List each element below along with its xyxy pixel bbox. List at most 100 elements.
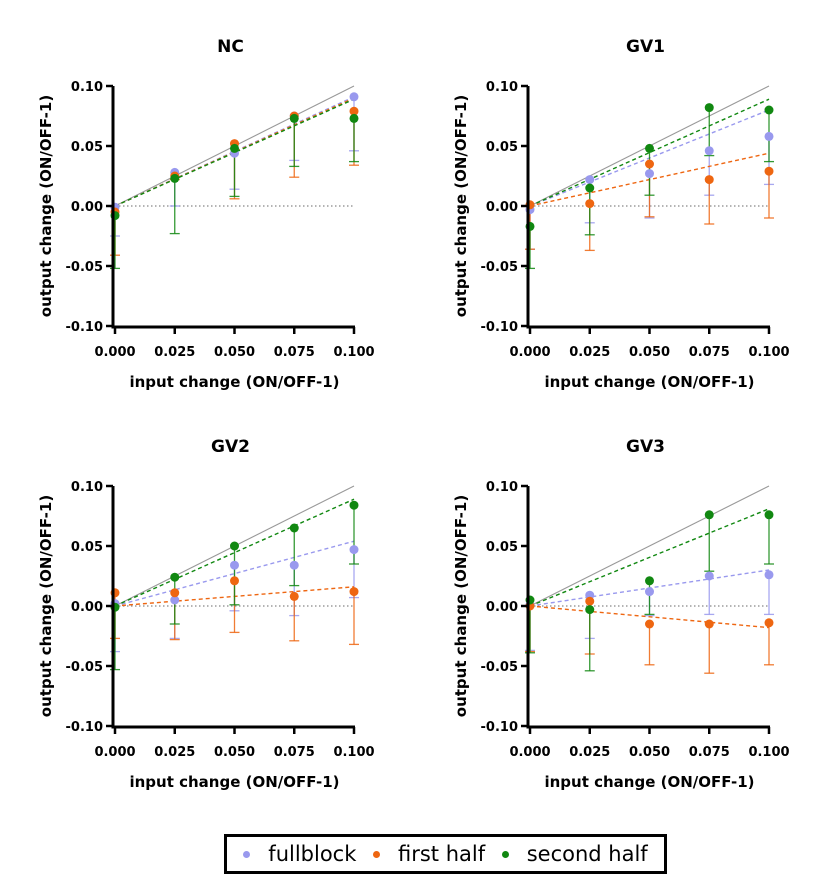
y-tick-label: -0.05 (481, 660, 518, 675)
x-tick-label: 0.100 (333, 745, 374, 760)
data-point-first-half (764, 166, 774, 176)
data-point-second-half (704, 510, 714, 520)
y-tick-label: 0.00 (486, 200, 518, 215)
data-point-second-half (289, 523, 299, 533)
data-point-second-half (230, 541, 239, 551)
y-tick-label: -0.10 (66, 720, 103, 735)
y-axis-label: output change (ON/OFF-1) (452, 495, 470, 717)
data-point-fullblock (704, 571, 714, 581)
legend-label-second-half: second half (526, 842, 648, 866)
panel-nc: NC -0.10 -0.05 0.00 0.05 0.10 0.000 0.025 0.050 0… (37, 37, 375, 391)
panel-gv2: GV2 -0.10 -0.05 0.00 0.05 0.10 0.000 0.025 0.050… (37, 437, 375, 791)
y-axis-label: output change (ON/OFF-1) (37, 95, 55, 317)
y-tick-label: 0.00 (486, 600, 518, 615)
legend-marker-fullblock (243, 850, 251, 858)
y-tick-label: 0.05 (71, 540, 103, 555)
panel-gv3: GV3 -0.10 -0.05 0.00 0.05 0.10 0.000 0.025 0.050… (452, 437, 790, 791)
x-tick-label: 0.025 (154, 345, 195, 360)
data-point-first-half (349, 587, 359, 597)
data-point-second-half (585, 183, 595, 193)
data-point-second-half (289, 113, 299, 123)
data-point-first-half (764, 618, 774, 628)
data-point-fullblock (349, 545, 359, 555)
x-tick-label: 0.050 (629, 345, 670, 360)
legend-label-first-half: first half (397, 842, 486, 866)
data-point-second-half (230, 143, 239, 153)
legend-item-first-half: first half (372, 842, 486, 866)
data-point-fullblock (230, 560, 239, 570)
data-point-first-half (289, 591, 299, 601)
fit-line (529, 508, 770, 607)
data-point-second-half (585, 605, 595, 615)
data-point-fullblock (645, 587, 654, 597)
data-point-second-half (170, 173, 180, 183)
data-point-second-half (704, 103, 714, 113)
x-tick-label: 0.025 (569, 345, 610, 360)
y-tick-label: -0.05 (66, 260, 103, 275)
data-point-fullblock (170, 595, 180, 605)
fit-line (529, 98, 770, 207)
y-tick-label: -0.10 (66, 320, 103, 335)
y-tick-label: -0.10 (481, 720, 518, 735)
x-tick-label: 0.075 (274, 345, 315, 360)
y-tick-label: 0.10 (486, 480, 518, 495)
x-tick-label: 0.000 (509, 345, 550, 360)
y-tick-label: 0.00 (71, 600, 103, 615)
data-point-first-half (704, 175, 714, 185)
chart-title: GV3 (626, 437, 665, 457)
y-tick-label: -0.05 (66, 660, 103, 675)
legend-item-second-half: second half (501, 842, 648, 866)
x-axis-label: input change (ON/OFF-1) (544, 373, 754, 391)
data-point-fullblock (645, 169, 654, 179)
x-axis-label: input change (ON/OFF-1) (129, 373, 339, 391)
y-tick-label: 0.10 (486, 80, 518, 95)
x-axis-label: input change (ON/OFF-1) (129, 773, 339, 791)
y-tick-label: 0.05 (486, 540, 518, 555)
data-point-fullblock (349, 92, 359, 102)
y-tick-label: -0.10 (481, 320, 518, 335)
data-point-first-half (645, 159, 654, 169)
fit-line (114, 498, 355, 607)
x-tick-label: 0.000 (94, 345, 135, 360)
x-tick-label: 0.050 (214, 345, 255, 360)
chart-title: GV1 (626, 37, 665, 57)
x-tick-label: 0.050 (214, 745, 255, 760)
data-point-first-half (349, 106, 359, 116)
x-tick-label: 0.050 (629, 745, 670, 760)
series-second-half (110, 498, 359, 671)
legend-label-fullblock: fullblock (268, 842, 357, 866)
y-tick-label: -0.05 (481, 260, 518, 275)
x-tick-label: 0.100 (748, 345, 789, 360)
chart-title: NC (217, 37, 244, 57)
x-tick-label: 0.000 (94, 745, 135, 760)
y-tick-label: 0.00 (71, 200, 103, 215)
x-tick-label: 0.075 (274, 745, 315, 760)
data-point-first-half (585, 596, 595, 606)
x-tick-label: 0.075 (689, 345, 730, 360)
data-point-fullblock (704, 146, 714, 156)
y-tick-label: 0.05 (486, 140, 518, 155)
x-axis-label: input change (ON/OFF-1) (544, 773, 754, 791)
data-point-second-half (170, 572, 180, 582)
data-point-fullblock (585, 175, 595, 185)
panel-gv1: GV1 -0.10 -0.05 0.00 0.05 0.10 0.000 0.025 0.050… (452, 37, 790, 391)
y-tick-label: 0.10 (71, 80, 103, 95)
series-second-half (525, 98, 774, 270)
x-tick-label: 0.025 (154, 745, 195, 760)
fit-line (114, 98, 355, 207)
y-tick-label: 0.05 (71, 140, 103, 155)
y-axis-label: output change (ON/OFF-1) (37, 495, 55, 717)
legend: fullblock first half second half (224, 834, 667, 874)
data-point-second-half (764, 105, 774, 115)
chart-title: GV2 (211, 437, 250, 457)
legend-item-fullblock: fullblock (243, 842, 356, 866)
data-point-first-half (230, 576, 239, 586)
data-point-second-half (645, 143, 654, 153)
x-tick-label: 0.025 (569, 745, 610, 760)
data-point-fullblock (764, 131, 774, 141)
fit-line (529, 605, 770, 629)
y-tick-label: 0.10 (71, 480, 103, 495)
x-tick-label: 0.100 (748, 745, 789, 760)
fit-line (114, 540, 355, 607)
legend-marker-second-half (501, 850, 509, 858)
